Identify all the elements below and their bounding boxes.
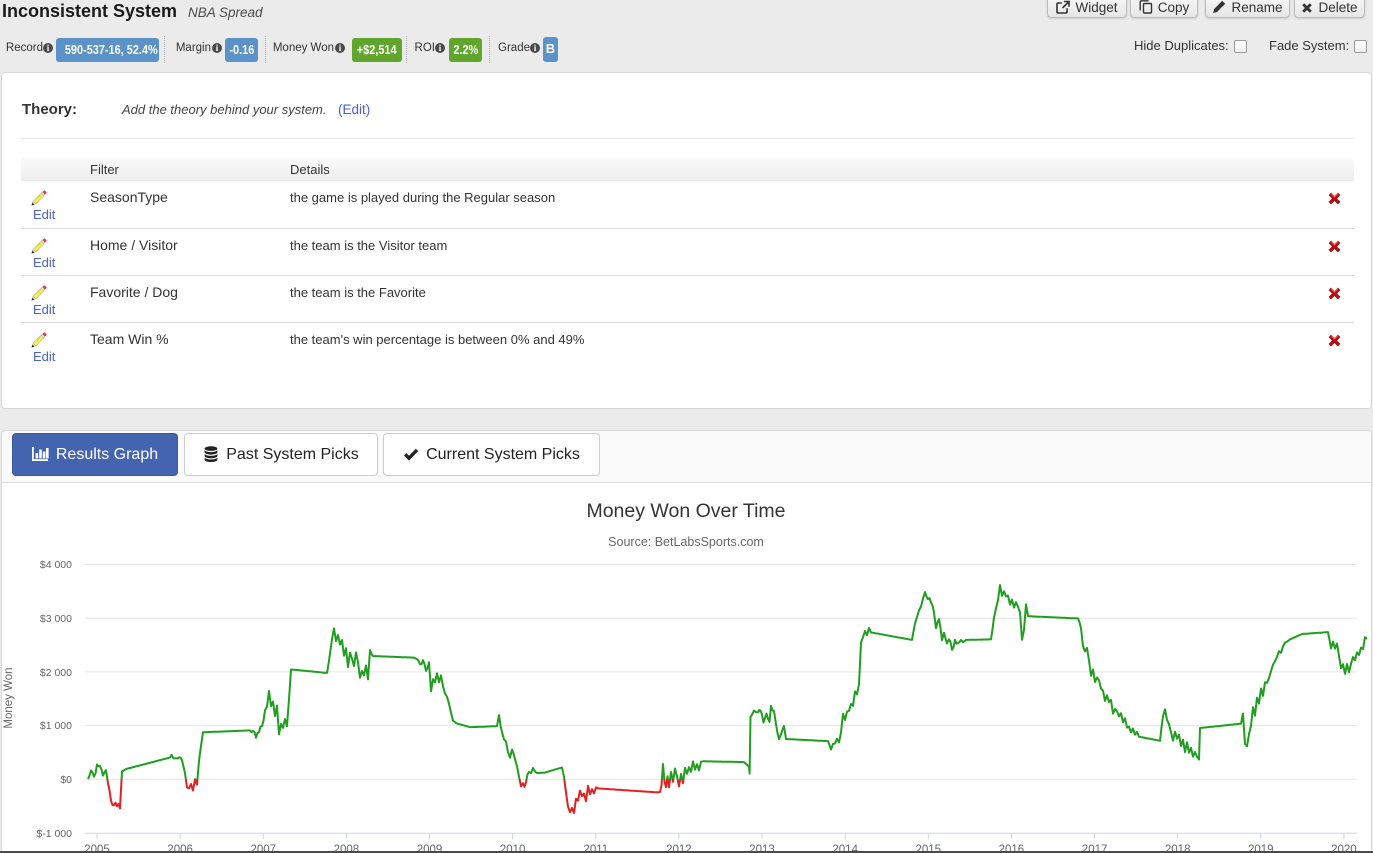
- svg-text:2011: 2011: [583, 844, 608, 853]
- svg-text:2008: 2008: [334, 844, 360, 853]
- svg-text:$4 000: $4 000: [40, 559, 72, 571]
- svg-text:2018: 2018: [1165, 844, 1191, 853]
- svg-text:2010: 2010: [500, 844, 526, 853]
- svg-text:2019: 2019: [1248, 844, 1274, 853]
- svg-text:2017: 2017: [1082, 844, 1108, 853]
- svg-text:Money Won Over Time: Money Won Over Time: [586, 500, 785, 522]
- svg-text:$1 000: $1 000: [40, 720, 72, 732]
- svg-text:2015: 2015: [916, 844, 942, 853]
- svg-text:2014: 2014: [832, 844, 858, 853]
- svg-text:2006: 2006: [167, 844, 193, 853]
- svg-text:2007: 2007: [251, 844, 277, 853]
- svg-text:2020: 2020: [1331, 844, 1357, 853]
- svg-text:$-1 000: $-1 000: [36, 828, 72, 840]
- svg-text:2009: 2009: [417, 844, 443, 853]
- svg-text:$0: $0: [60, 774, 72, 786]
- svg-text:Source: BetLabsSports.com: Source: BetLabsSports.com: [608, 535, 764, 549]
- svg-text:$3 000: $3 000: [40, 613, 72, 625]
- svg-text:2012: 2012: [666, 844, 692, 853]
- svg-text:2013: 2013: [749, 844, 775, 853]
- svg-text:$2 000: $2 000: [40, 667, 72, 679]
- svg-text:Money Won: Money Won: [3, 667, 15, 728]
- svg-text:2005: 2005: [84, 844, 110, 853]
- svg-text:2016: 2016: [999, 844, 1025, 853]
